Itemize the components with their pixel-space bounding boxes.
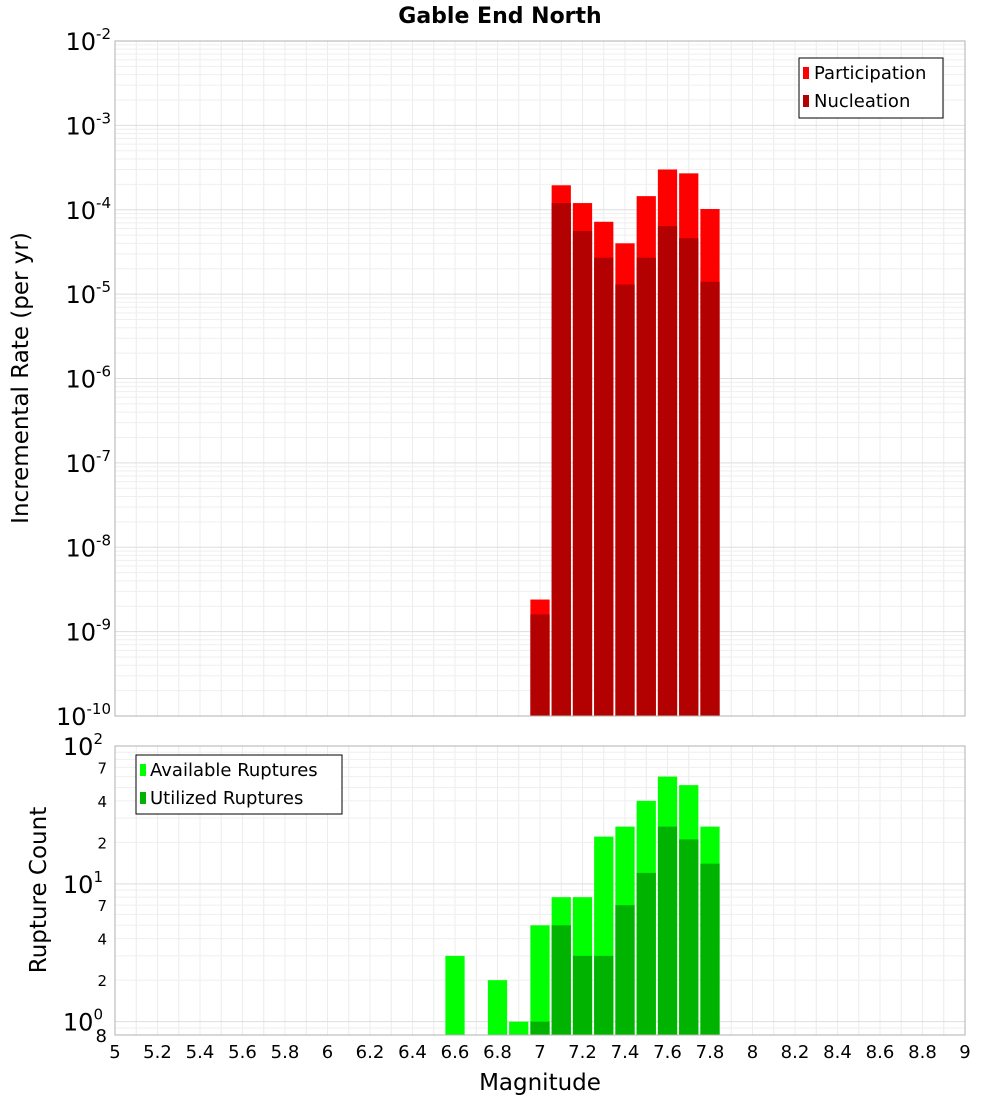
top-y-tick-label: 10-4 (65, 194, 111, 225)
legend-swatch-available (140, 764, 146, 776)
top-y-tick-label: 10-6 (65, 363, 111, 394)
x-tick-label: 6.2 (356, 1042, 385, 1063)
bottom-y-major-tick-label: 101 (63, 868, 103, 899)
nucleation-bar (679, 238, 699, 716)
utilized-ruptures-bar (679, 839, 699, 1035)
legend-swatch-nucleation (803, 95, 809, 107)
nucleation-bar (594, 257, 614, 716)
top-y-axis-label: Incremental Rate (per yr) (8, 232, 34, 524)
bottom-y-major-tick-label: 102 (63, 730, 103, 761)
x-tick-label: 8.8 (908, 1042, 937, 1063)
bottom-y-major-tick-label: 100 (63, 1006, 103, 1037)
top-y-tick-label: 10-3 (65, 109, 111, 140)
x-tick-label: 8 (747, 1042, 758, 1063)
bottom-bars (445, 776, 720, 1035)
top-y-tick-labels: 10-10 10-9 10-8 10-7 10-6 10-5 10-4 10-3 10-2 (56, 25, 111, 731)
x-tick-label: 6 (322, 1042, 333, 1063)
bottom-legend: Available Ruptures Utilized Ruptures (135, 754, 343, 815)
legend-swatch-utilized (140, 792, 146, 804)
top-plot-border (114, 40, 966, 717)
top-y-tick-label: 10-7 (65, 447, 111, 478)
bottom-y-minor-tick-label: 4 (97, 793, 107, 811)
top-y-tick-label: 10-8 (65, 531, 111, 562)
utilized-ruptures-bar (594, 955, 614, 1035)
x-tick-label: 6.8 (483, 1042, 512, 1063)
nucleation-bar (572, 230, 593, 716)
utilized-ruptures-bar (615, 905, 635, 1035)
bottom-y-bottom-label: 8 (96, 1026, 107, 1047)
top-legend-box (798, 57, 944, 119)
utilized-ruptures-bar (551, 925, 571, 1035)
x-tick-label: 7 (534, 1042, 545, 1063)
available-ruptures-bar (487, 980, 508, 1035)
bottom-panel: 100 101 102 2 4 7 2 4 7 8 5 5.2 5.4 5.6 5.8 6 6.2 6.4 6.6… (26, 730, 971, 1096)
x-tick-label: 5.4 (186, 1042, 215, 1063)
top-y-tick-label: 10-2 (65, 25, 111, 56)
available-ruptures-bar (530, 925, 550, 1035)
utilized-ruptures-bar (657, 826, 678, 1035)
bottom-y-minor-tick-label: 2 (97, 834, 107, 852)
x-axis-label: Magnitude (479, 1070, 601, 1096)
utilized-ruptures-bar (530, 1021, 550, 1035)
x-tick-label: 7.6 (653, 1042, 682, 1063)
top-y-tick-label: 10-5 (65, 278, 111, 309)
chart-title: Gable End North (398, 4, 601, 29)
x-tick-label: 7.8 (696, 1042, 725, 1063)
nucleation-bar (530, 614, 550, 716)
top-panel: 10-10 10-9 10-8 10-7 10-6 10-5 10-4 10-3 10-2 In… (8, 25, 966, 731)
top-bars (530, 169, 720, 717)
nucleation-bar (615, 284, 635, 716)
bottom-y-minor-tick-label: 7 (97, 897, 107, 915)
x-tick-label: 8.4 (823, 1042, 852, 1063)
nucleation-bar (657, 226, 678, 716)
x-tick-label: 5.2 (143, 1042, 172, 1063)
top-grid (114, 41, 966, 717)
top-y-tick-label: 10-10 (56, 700, 111, 731)
x-tick-label: 6.4 (398, 1042, 427, 1063)
x-tick-label: 6.6 (441, 1042, 470, 1063)
utilized-ruptures-bar (636, 872, 656, 1035)
top-legend: Participation Nucleation (798, 57, 944, 119)
legend-label-participation: Participation (814, 63, 926, 84)
nucleation-bar (636, 257, 656, 716)
x-tick-label: 9 (959, 1042, 970, 1063)
bottom-plot-border (114, 745, 966, 1036)
bottom-y-minor-tick-label: 2 (97, 972, 107, 990)
legend-label-available: Available Ruptures (150, 760, 318, 781)
utilized-ruptures-bar (572, 955, 593, 1035)
nucleation-bar (700, 281, 720, 716)
x-tick-label: 5 (109, 1042, 120, 1063)
x-tick-label: 5.6 (228, 1042, 257, 1063)
bottom-y-axis-label: Rupture Count (26, 807, 52, 973)
available-ruptures-bar (445, 955, 465, 1035)
available-ruptures-bar (509, 1021, 529, 1035)
x-tick-label: 7.4 (611, 1042, 640, 1063)
bottom-y-tick-labels: 100 101 102 2 4 7 2 4 7 8 (63, 730, 107, 1047)
x-tick-label: 8.6 (866, 1042, 895, 1063)
legend-label-nucleation: Nucleation (814, 91, 910, 112)
x-tick-label: 7.2 (568, 1042, 597, 1063)
bottom-y-minor-tick-label: 7 (97, 759, 107, 777)
x-tick-label: 8.2 (781, 1042, 810, 1063)
x-tick-labels: 5 5.2 5.4 5.6 5.8 6 6.2 6.4 6.6 6.8 7 7.2 7.4 7.6 7.8 8… (109, 1042, 970, 1063)
nucleation-bar (551, 203, 571, 716)
x-tick-label: 5.8 (271, 1042, 300, 1063)
bottom-y-minor-tick-label: 4 (97, 931, 107, 949)
utilized-ruptures-bar (700, 863, 720, 1035)
bottom-legend-box (135, 754, 343, 815)
top-y-tick-label: 10-9 (65, 616, 111, 647)
legend-label-utilized: Utilized Ruptures (150, 788, 303, 809)
legend-swatch-participation (803, 67, 809, 79)
